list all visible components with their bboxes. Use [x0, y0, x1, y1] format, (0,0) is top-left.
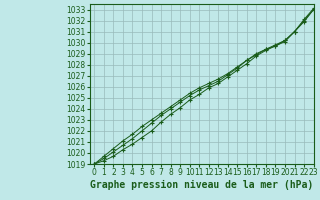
X-axis label: Graphe pression niveau de la mer (hPa): Graphe pression niveau de la mer (hPa): [90, 180, 313, 190]
